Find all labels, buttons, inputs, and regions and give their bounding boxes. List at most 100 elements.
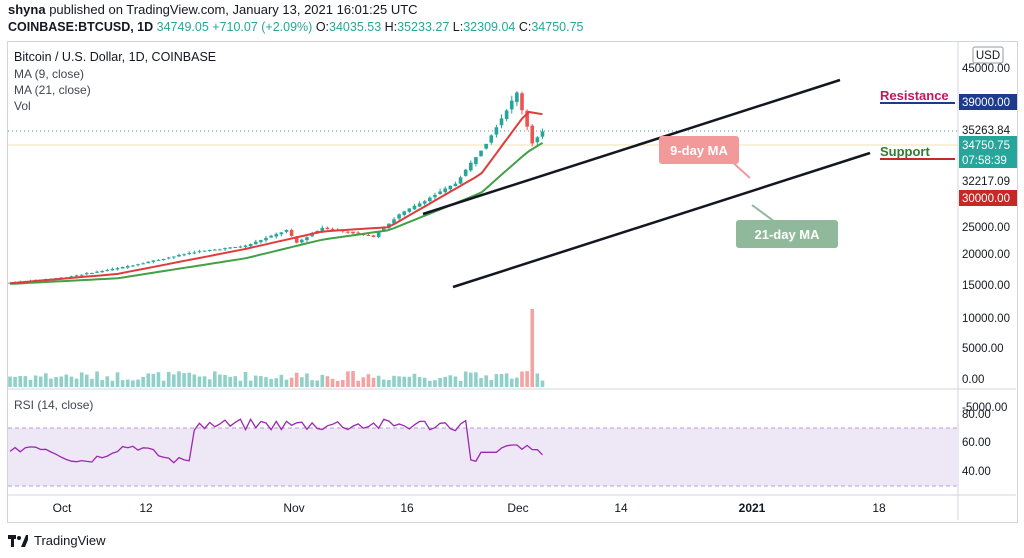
volume-bar: [515, 377, 519, 387]
candle-body: [202, 250, 207, 252]
volume-bars: [8, 309, 545, 387]
legend-ma9[interactable]: MA (9, close): [14, 67, 85, 81]
candle-body: [223, 248, 227, 250]
candle-body: [182, 254, 186, 256]
candle-body: [525, 110, 529, 127]
legend-ma21[interactable]: MA (21, close): [14, 83, 91, 97]
candle-body: [540, 131, 545, 137]
volume-bar: [177, 371, 181, 387]
volume-bar: [479, 378, 483, 387]
volume-bar: [54, 376, 58, 387]
volume-bar: [161, 380, 166, 387]
volume-bar: [233, 376, 238, 387]
legend-rsi[interactable]: RSI (14, close): [14, 398, 94, 412]
channel-upper-line[interactable]: [422, 78, 841, 216]
ma9-line: [9, 110, 543, 285]
low-value: 32309.04: [463, 20, 516, 34]
candle-body: [392, 219, 396, 224]
footer-brand[interactable]: TradingView: [34, 533, 106, 548]
axis-label-10000: 10000.00: [962, 313, 1010, 325]
volume-bar: [412, 373, 417, 387]
ohlc-bar: COINBASE:BTCUSD, 1D 34749.05 +710.07 (+2…: [8, 20, 583, 34]
volume-bar: [49, 378, 53, 387]
candle-body: [243, 245, 248, 247]
ma21-callout-box: [736, 220, 838, 248]
volume-bar: [156, 372, 161, 387]
candle-body: [192, 252, 197, 254]
volume-bar: [105, 376, 110, 387]
volume-bar: [458, 380, 463, 387]
candle-body: [136, 264, 140, 266]
candle-body: [197, 251, 202, 253]
axis-currency: USD: [976, 50, 1000, 62]
candle-body: [407, 208, 412, 212]
volume-bar: [402, 376, 407, 387]
volume-bar: [325, 376, 330, 387]
candle-body: [259, 240, 263, 243]
volume-bar: [540, 380, 545, 387]
volume-bar: [356, 380, 360, 387]
time-label-oct: Oct: [53, 501, 72, 515]
volume-bar: [33, 375, 38, 387]
volume-bar: [310, 380, 314, 387]
volume-bar: [438, 377, 442, 387]
candle-body: [156, 259, 161, 261]
volume-bar: [182, 373, 186, 387]
candle-body: [351, 231, 355, 234]
tradingview-logo-icon: [8, 534, 28, 547]
candle-body: [166, 257, 171, 259]
publisher-name[interactable]: shyna: [8, 2, 46, 17]
candle-body: [274, 233, 279, 237]
volume-bar: [90, 378, 94, 387]
volume-bar: [433, 380, 437, 387]
volume-bar: [469, 372, 473, 387]
candle-body: [376, 232, 381, 237]
volume-bar: [110, 380, 115, 387]
candle-body: [310, 233, 314, 237]
volume-bar: [238, 380, 243, 387]
volume-bar: [85, 374, 89, 387]
candle-body: [366, 234, 371, 236]
volume-bar: [335, 380, 340, 387]
ma21-line: [9, 142, 544, 285]
candle-body: [172, 256, 176, 258]
volume-bar: [172, 374, 176, 387]
volume-bar: [361, 377, 366, 387]
candle-body: [499, 118, 504, 126]
volume-bar: [289, 377, 294, 387]
axis-label-0: 0.00: [962, 374, 984, 386]
chart-frame: [7, 41, 1018, 523]
volume-bar: [264, 377, 268, 387]
rsi-axis-80: 80.00: [962, 409, 991, 421]
candle-body: [146, 261, 151, 264]
high-label: H:: [384, 20, 398, 34]
volume-bar: [28, 379, 33, 387]
candle-body: [90, 273, 94, 275]
legend-vol[interactable]: Vol: [14, 99, 31, 113]
candle-body: [218, 249, 222, 251]
volume-bar: [366, 374, 371, 387]
axis-label-30000: 30000.00: [962, 193, 1010, 205]
price-change: +710.07 (+2.09%): [212, 20, 313, 34]
axis-label-5000: 5000.00: [962, 343, 1004, 355]
volume-bar: [218, 374, 222, 387]
volume-bar: [279, 374, 284, 387]
candle-body: [289, 229, 294, 236]
candle-body: [381, 228, 386, 232]
volume-bar: [100, 380, 104, 387]
chart-title: Bitcoin / U.S. Dollar, 1D, COINBASE: [14, 50, 217, 64]
candle-body: [269, 235, 273, 238]
time-label-dec: Dec: [507, 501, 528, 515]
rsi-line: [9, 417, 543, 464]
open-value: 34035.53: [329, 20, 382, 34]
volume-bar: [259, 376, 263, 387]
volume-bar: [207, 379, 212, 387]
candle-body: [520, 93, 524, 111]
last-price-tag: [959, 136, 1017, 168]
candle-body: [428, 197, 432, 202]
channel-lower-line[interactable]: [452, 151, 871, 289]
currency-badge[interactable]: [972, 46, 1004, 64]
ma21-callout-label: 21-day MA: [754, 227, 820, 242]
candle-body: [535, 137, 540, 143]
